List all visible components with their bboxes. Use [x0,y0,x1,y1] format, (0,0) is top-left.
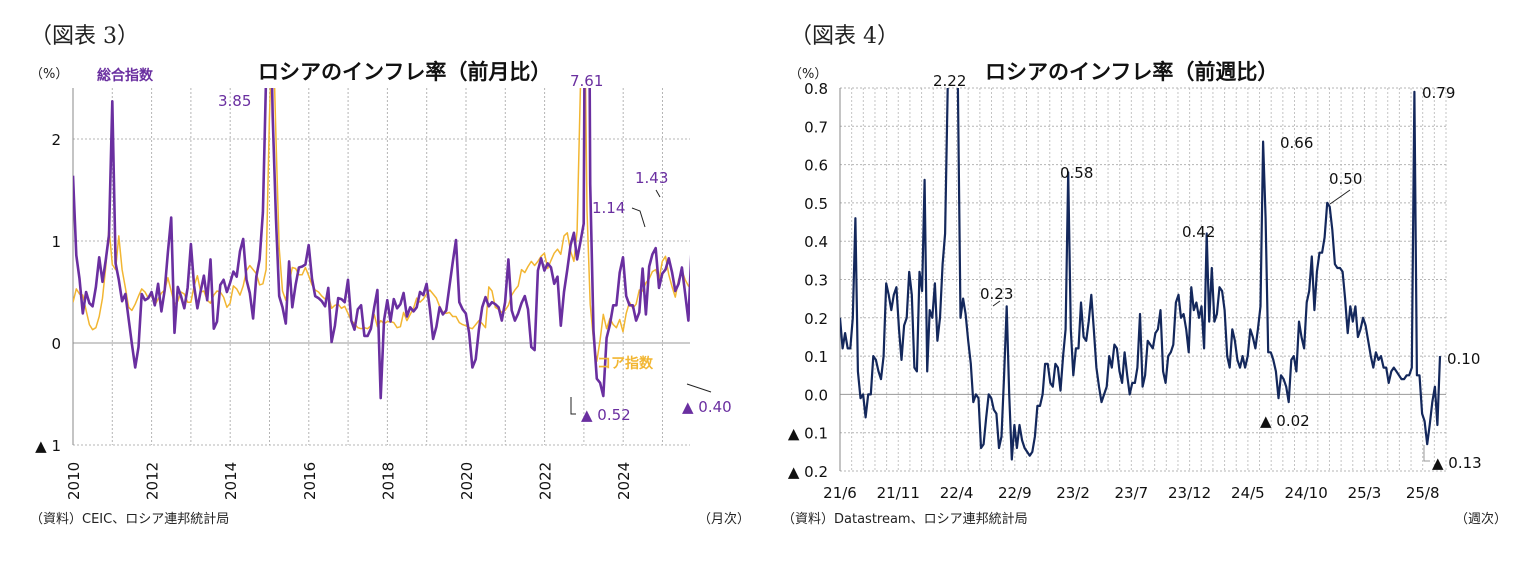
left-x-tick-label: 2018 [379,462,397,500]
left-y-tick-label: 0 [51,335,61,353]
leader-line-0-40 [686,383,712,393]
series-line-core [73,88,690,363]
left-annotation-label: ▲ 0.52 [581,406,631,424]
left-x-tick-label: 2020 [458,462,476,500]
right-y-tick-label: 0.1 [804,348,828,366]
right-chart-title: ロシアのインフレ率（前週比） [985,60,1279,84]
right-annotation-label: 0.66 [1280,134,1313,152]
right-annotation-label: 0.50 [1329,170,1362,188]
right-annotation-label: 0.58 [1060,164,1093,182]
right-x-tick-label: 22/9 [998,484,1032,502]
series-line-weekly [840,88,1442,461]
right-y-tick-label: 0.3 [804,272,828,290]
right-y-tick-label: 0.2 [804,310,828,328]
right-period-label: （週次） [1455,512,1508,527]
right-x-tick-label: 24/10 [1285,484,1328,502]
figure-label-4: （図表 4） [790,24,899,49]
right-x-tick-label: 24/5 [1231,484,1265,502]
right-source: （資料）Datastream、ロシア連邦統計局 [782,512,1028,527]
left-period-label: （月次） [698,512,751,527]
right-x-tick-label: 21/11 [877,484,920,502]
leader-line-0-52 [570,397,576,415]
leader-line-1-14 [631,207,646,228]
right-annotation-label: ▲ 0.13 [1432,454,1482,472]
right-x-tick-label: 23/7 [1115,484,1149,502]
left-annotation-label: 1.14 [592,199,625,217]
left-y-tick-label: 1 [51,233,61,251]
left-source: （資料）CEIC、ロシア連邦統計局 [30,512,230,527]
right-annotation-label: 0.23 [980,285,1013,303]
right-x-tick-label: 21/6 [823,484,857,502]
left-annotation-label: 3.85 [218,92,251,110]
legend-core: コア指数 [597,355,654,372]
right-annotation-label: ▲ 0.02 [1260,412,1310,430]
leader-line-0-13 [1423,445,1430,462]
right-annotation-label: 2.22 [933,72,966,90]
series-line-headline [73,88,690,400]
leader-line-1-43 [655,189,661,198]
figure-label-3: （図表 3） [30,24,139,49]
left-series-group [73,88,690,400]
right-x-tick-label: 25/3 [1348,484,1382,502]
left-x-tick-label: 2012 [144,462,162,500]
left-annotation-label: 7.61 [570,72,603,90]
right-y-tick-label: 0.6 [804,157,828,175]
leader-line-0-23 [992,300,1001,307]
left-annotation-label: 1.43 [635,169,668,187]
legend-headline: 総合指数 [97,67,154,84]
right-y-tick-label: ▲ 0.2 [788,463,828,481]
left-chart-title: ロシアのインフレ率（前月比） [258,60,552,84]
right-y-tick-label: 0.0 [804,386,828,404]
left-x-tick-label: 2014 [222,462,240,500]
right-annotation-label: 0.79 [1422,84,1455,102]
right-x-tick-label: 23/12 [1168,484,1211,502]
right-y-tick-label: 0.8 [804,80,828,98]
right-x-tick-label: 25/8 [1406,484,1440,502]
left-y-tick-label: 2 [51,131,61,149]
right-x-tick-label: 23/2 [1056,484,1090,502]
right-annotation-label: 0.10 [1447,350,1480,368]
right-y-tick-label: 0.7 [804,118,828,136]
left-y-unit: （%） [30,67,69,82]
right-chart: 0.8 0.7 0.6 0.5 0.4 0.3 0.2 0.1 0.0 ▲ 0.1 ▲ 0.2 21/… [788,72,1482,502]
right-y-tick-label: 0.4 [804,233,828,251]
left-x-tick-label: 2016 [301,462,319,500]
right-x-tick-label: 22/4 [940,484,974,502]
left-x-tick-label: 2024 [615,462,633,500]
left-annotation-label: ▲ 0.40 [682,398,732,416]
right-annotation-label: 0.42 [1182,223,1215,241]
left-y-tick-label: ▲ 1 [35,437,61,455]
right-y-tick-label: ▲ 0.1 [788,425,828,443]
leader-line-0-50 [1329,189,1351,205]
right-y-tick-label: 0.5 [804,195,828,213]
left-x-tick-label: 2010 [65,462,83,500]
left-x-tick-label: 2022 [537,462,555,500]
right-y-unit: （%） [789,67,828,82]
